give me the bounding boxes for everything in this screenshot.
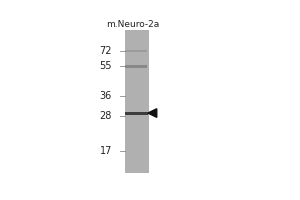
Bar — [125, 30, 148, 172]
Bar — [125, 112, 148, 115]
Text: 28: 28 — [100, 111, 112, 121]
Text: m.Neuro-2a: m.Neuro-2a — [106, 20, 160, 29]
Text: 36: 36 — [100, 91, 112, 101]
Text: 55: 55 — [99, 61, 112, 71]
Bar — [125, 65, 148, 68]
Bar — [125, 30, 148, 172]
Polygon shape — [148, 109, 157, 117]
Text: 17: 17 — [100, 146, 112, 156]
Text: 72: 72 — [99, 46, 112, 56]
Bar — [125, 50, 148, 52]
